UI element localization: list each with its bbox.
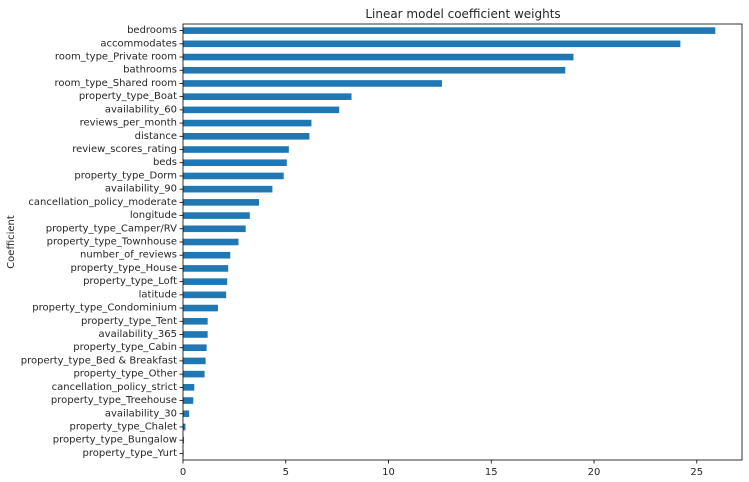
y-axis-label: Coefficient — [6, 215, 17, 269]
bar-20 — [183, 291, 227, 299]
y-tick-label: number_of_reviews — [80, 250, 177, 261]
y-tick-label: property_type_Tent — [81, 316, 177, 327]
y-tick-label: room_type_Shared room — [55, 78, 177, 89]
bar-29 — [183, 410, 190, 418]
y-tick-label: property_type_Boat — [79, 91, 177, 102]
bar-21 — [183, 304, 218, 312]
bar-2 — [183, 53, 574, 61]
y-tick-label: property_type_Loft — [83, 276, 177, 287]
bar-10 — [183, 159, 287, 167]
y-tick-label: cancellation_policy_moderate — [28, 197, 177, 208]
bar-19 — [183, 278, 228, 285]
y-tick-label: cancellation_policy_strict — [52, 382, 177, 393]
y-tick-label: property_type_Townhouse — [47, 237, 177, 248]
x-tick-labels: 0 5 10 15 20 25 — [180, 460, 703, 478]
bars-group — [183, 27, 716, 457]
bar-17 — [183, 251, 231, 259]
bar-12 — [183, 185, 273, 193]
bar-0 — [183, 27, 716, 34]
bar-27 — [183, 384, 195, 391]
plot-frame — [182, 23, 743, 461]
x-tick-label: 20 — [588, 467, 601, 478]
y-tick-label: latitude — [139, 289, 177, 300]
bar-15 — [183, 225, 246, 233]
y-tick-label: property_type_Bungalow — [53, 435, 177, 446]
bar-5 — [183, 93, 352, 100]
y-tick-label: review_scores_rating — [72, 144, 177, 155]
x-tick-label: 25 — [690, 467, 703, 478]
y-tick-label: beds — [153, 157, 177, 168]
bar-18 — [183, 265, 229, 272]
y-tick-label: longitude — [130, 210, 177, 221]
bar-9 — [183, 146, 289, 153]
bar-6 — [183, 106, 340, 114]
y-tick-label: bathrooms — [123, 65, 177, 76]
y-tick-label: availability_60 — [105, 104, 177, 115]
bar-11 — [183, 172, 284, 180]
y-tick-label: accommodates — [100, 38, 177, 49]
x-tick-label: 5 — [283, 467, 289, 478]
x-tick-label: 15 — [485, 467, 498, 478]
y-tick-label: property_type_Cabin — [73, 342, 177, 353]
bar-7 — [183, 119, 312, 127]
y-tick-label: property_type_Bed & Breakfast — [21, 355, 177, 366]
y-tick-label: property_type_Treehouse — [51, 395, 177, 406]
bar-13 — [183, 199, 260, 206]
y-tick-label: property_type_Camper/RV — [46, 223, 177, 234]
y-tick-label: reviews_per_month — [80, 118, 177, 129]
y-tick-label: availability_365 — [99, 329, 177, 340]
y-tick-label: property_type_House — [71, 263, 177, 274]
bar-4 — [183, 80, 442, 87]
x-tick-label: 0 — [180, 467, 186, 478]
y-tick-label: property_type_Condominium — [32, 303, 177, 314]
bar-28 — [183, 397, 194, 404]
y-tick-label: property_type_Dorm — [74, 170, 177, 181]
bar-1 — [183, 40, 681, 48]
y-tick-label: bedrooms — [127, 25, 177, 36]
bar-3 — [183, 66, 566, 74]
y-tick-label: availability_90 — [105, 184, 177, 195]
y-tick-label: property_type_Other — [73, 369, 177, 380]
y-tick-label: property_type_Chalet — [70, 421, 178, 432]
x-tick-label: 10 — [382, 467, 395, 478]
y-tick-label: property_type_Yurt — [83, 448, 178, 459]
bar-16 — [183, 238, 239, 246]
chart-title: Linear model coefficient weights — [365, 7, 560, 21]
y-tick-label: distance — [135, 131, 177, 142]
bar-26 — [183, 370, 205, 378]
y-tick-label: room_type_Private room — [55, 52, 177, 63]
bar-31 — [183, 436, 185, 444]
bar-25 — [183, 357, 206, 365]
bar-30 — [183, 423, 186, 431]
bar-8 — [183, 133, 310, 140]
bar-14 — [183, 212, 250, 219]
bar-22 — [183, 317, 208, 325]
bar-24 — [183, 344, 207, 351]
y-tick-label: availability_30 — [105, 408, 177, 419]
bar-23 — [183, 331, 208, 338]
y-tick-labels: bedrooms accommodates room_type_Private ro… — [21, 25, 183, 459]
